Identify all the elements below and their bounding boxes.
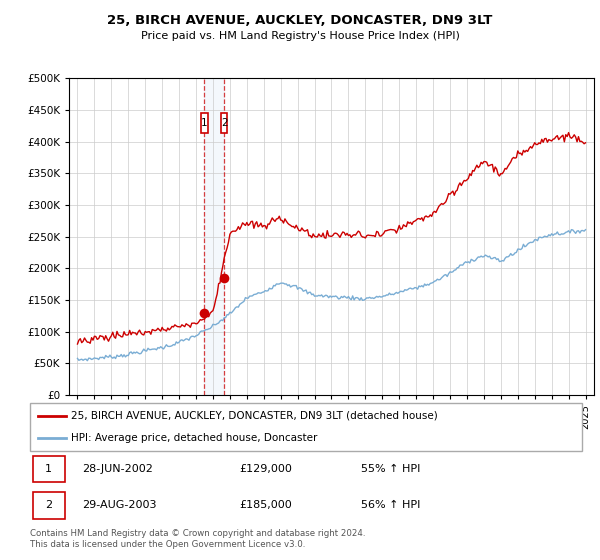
Text: Price paid vs. HM Land Registry's House Price Index (HPI): Price paid vs. HM Land Registry's House …	[140, 31, 460, 41]
Text: £129,000: £129,000	[240, 464, 293, 474]
Text: 55% ↑ HPI: 55% ↑ HPI	[361, 464, 421, 474]
Text: 29-AUG-2003: 29-AUG-2003	[82, 501, 157, 510]
Bar	[205, 78, 224, 395]
FancyBboxPatch shape	[33, 492, 65, 519]
Text: 1: 1	[201, 118, 208, 128]
Bar	[201, 113, 208, 133]
Text: 2: 2	[45, 501, 52, 510]
Bar	[221, 113, 227, 133]
FancyBboxPatch shape	[30, 403, 582, 451]
Text: 2: 2	[221, 118, 227, 128]
Text: 28-JUN-2002: 28-JUN-2002	[82, 464, 154, 474]
Text: £185,000: £185,000	[240, 501, 293, 510]
Text: 1: 1	[45, 464, 52, 474]
Text: 25, BIRCH AVENUE, AUCKLEY, DONCASTER, DN9 3LT: 25, BIRCH AVENUE, AUCKLEY, DONCASTER, DN…	[107, 14, 493, 27]
FancyBboxPatch shape	[33, 456, 65, 482]
Text: HPI: Average price, detached house, Doncaster: HPI: Average price, detached house, Donc…	[71, 433, 318, 444]
Text: 56% ↑ HPI: 56% ↑ HPI	[361, 501, 421, 510]
Text: 25, BIRCH AVENUE, AUCKLEY, DONCASTER, DN9 3LT (detached house): 25, BIRCH AVENUE, AUCKLEY, DONCASTER, DN…	[71, 410, 438, 421]
Text: Contains HM Land Registry data © Crown copyright and database right 2024.
This d: Contains HM Land Registry data © Crown c…	[30, 529, 365, 549]
